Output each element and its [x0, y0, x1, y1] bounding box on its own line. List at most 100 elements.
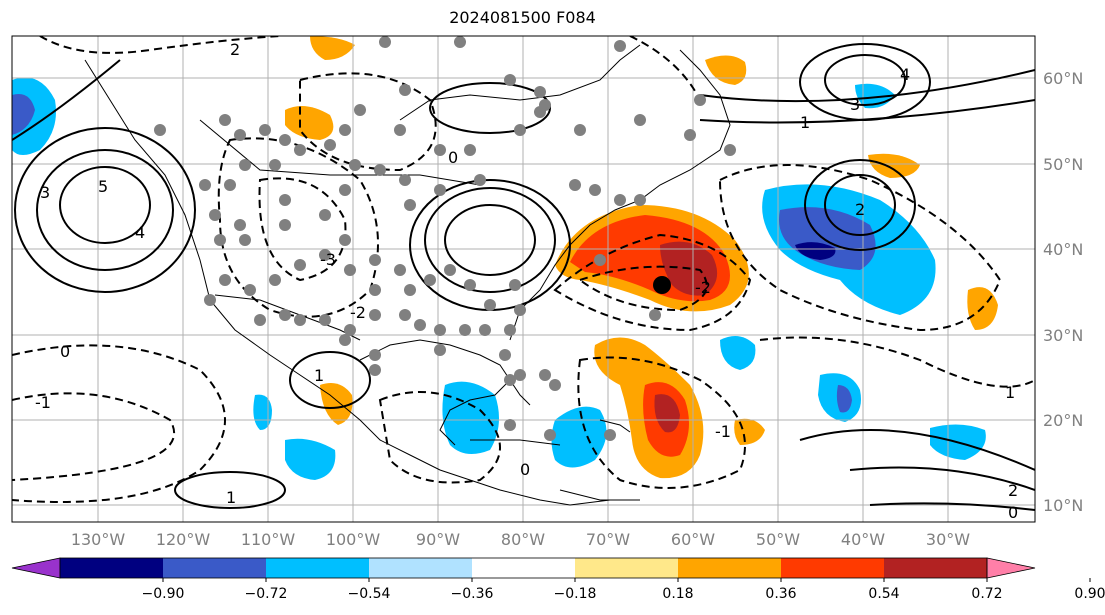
- colorbar-tick-label: 0.18: [662, 586, 693, 602]
- contour-label: 3: [850, 95, 860, 114]
- latitude-labels: 60°N 50°N 40°N 30°N 20°N 10°N: [1043, 69, 1083, 515]
- contour-label: 2: [1008, 481, 1018, 500]
- contour-label: 2: [230, 40, 240, 59]
- border-us-canada: [199, 119, 481, 186]
- shade-orange-northatl: [868, 153, 920, 178]
- colorbar-border: [59, 557, 988, 579]
- contour-north-1: [699, 99, 1035, 124]
- map-title: 2024081500 F084: [449, 8, 596, 27]
- contour-south-1: [799, 429, 1035, 471]
- coast-antilles: [599, 419, 631, 433]
- shade-darkred-tropics: [654, 394, 680, 433]
- colorbar-segment: [60, 558, 164, 578]
- colorbar-tick-label: −0.90: [142, 586, 185, 602]
- contour-neg-epac: [12, 344, 226, 503]
- lon-label: 70°W: [586, 530, 630, 549]
- contours-solid: [12, 43, 1035, 511]
- map-frame: [11, 35, 1036, 523]
- colorbar-tick-label: 0.54: [868, 586, 899, 602]
- map-content: 5 4 3 2 1 0 -1 -2 -3 0 1 2 3 4 2 1 0 -1 …: [12, 36, 1035, 522]
- contour-us-high-1: [444, 204, 536, 276]
- graticule: [12, 36, 1035, 522]
- colorbar-extend-high: [986, 557, 1036, 579]
- contour-label: 1: [314, 366, 324, 385]
- contour-label: 2: [855, 200, 865, 219]
- lon-label: 130°W: [71, 530, 126, 549]
- colorbar-tick-label: −0.18: [554, 586, 597, 602]
- lon-label: 60°W: [671, 530, 715, 549]
- lat-label: 10°N: [1043, 496, 1083, 515]
- lat-label: 50°N: [1043, 155, 1083, 174]
- colorbar-segment: [781, 558, 885, 578]
- contour-label: 1: [226, 488, 236, 507]
- shade-blue-east: [720, 336, 756, 370]
- shade-blue-mexico: [253, 394, 272, 430]
- colorbar-segment: [884, 558, 988, 578]
- colorbar-tick-label: −0.54: [348, 586, 391, 602]
- colorbar-segment: [369, 558, 473, 578]
- contour-neg-epac-2: [12, 392, 176, 481]
- shade-darkblue-atlantic: [795, 242, 836, 260]
- contour-label: 4: [900, 65, 910, 84]
- storm-center-marker: [653, 276, 671, 294]
- lat-label: 20°N: [1043, 411, 1083, 430]
- colorbar-tick-label: 0.90: [1074, 586, 1105, 602]
- colorbar-tick-label: 0.36: [765, 586, 796, 602]
- lat-label: 40°N: [1043, 240, 1083, 259]
- lat-label: 60°N: [1043, 69, 1083, 88]
- contour-label: 1: [1005, 383, 1015, 402]
- lon-label: 50°W: [756, 530, 800, 549]
- coast-gulf: [359, 339, 511, 446]
- contour-greenland-1: [824, 54, 906, 106]
- contour-label: -1: [715, 422, 731, 441]
- contour-label: -1: [35, 393, 51, 412]
- contour-neg-canada: [299, 72, 437, 172]
- shade-midblue-pacific: [12, 94, 35, 135]
- contour-pac-nw: [12, 59, 121, 141]
- lon-label: 30°W: [926, 530, 970, 549]
- contour-label: 0: [520, 460, 530, 479]
- contour-neg-atl-coast-2: [577, 265, 708, 312]
- shade-orange-canada: [285, 106, 334, 140]
- contour-north-2: [699, 69, 1035, 103]
- contours-dashed: [12, 36, 1035, 503]
- contour-label: 4: [135, 223, 145, 242]
- contour-us-high-2: [424, 187, 556, 293]
- contour-pac-5: [59, 166, 151, 244]
- contour-label: -2: [695, 278, 711, 297]
- colorbar-tick-label: −0.36: [451, 586, 494, 602]
- contour-south-3: [869, 502, 1035, 511]
- colorbar: −0.90 −0.72 −0.54 −0.36 −0.18 0.18 0.36 0.54 0.7…: [11, 557, 1105, 602]
- contour-neg-caribbean: [577, 356, 746, 489]
- station-dots: [154, 36, 736, 441]
- contour-label: 3: [40, 183, 50, 202]
- shade-blue-gulf: [442, 381, 499, 454]
- contour-mexico-1: [289, 351, 371, 409]
- lon-label: 90°W: [416, 530, 460, 549]
- contour-label: 0: [60, 342, 70, 361]
- lon-label: 110°W: [241, 530, 296, 549]
- contour-labels: 5 4 3 2 1 0 -1 -2 -3 0 1 2 3 4 2 1 0 -1 …: [35, 40, 1018, 522]
- lat-label: 30°N: [1043, 326, 1083, 345]
- longitude-labels: 130°W 120°W 110°W 100°W 90°W 80°W 70°W 6…: [71, 530, 970, 549]
- coast-florida: [509, 379, 531, 406]
- colorbar-segment: [266, 558, 370, 578]
- coast-cuba: [470, 439, 561, 446]
- contour-epac-1: [174, 471, 286, 509]
- contour-pac-4: [36, 149, 174, 271]
- contour-neg-rockies: [217, 137, 379, 318]
- contour-neg-top: [39, 36, 281, 54]
- lon-label: 100°W: [326, 530, 381, 549]
- contour-label: 5: [98, 177, 108, 196]
- shade-orange-top: [310, 36, 355, 60]
- colorbar-tick-label: −0.72: [245, 586, 288, 602]
- contour-neg-atl: [718, 164, 1002, 332]
- colorbar-segment: [575, 558, 679, 578]
- colorbar-segment: [472, 558, 576, 578]
- shade-blue-epac: [285, 438, 336, 480]
- contour-pac-3: [14, 127, 196, 293]
- colorbar-segment: [163, 558, 267, 578]
- contour-label: -3: [320, 250, 336, 269]
- contour-south-2: [849, 466, 1035, 491]
